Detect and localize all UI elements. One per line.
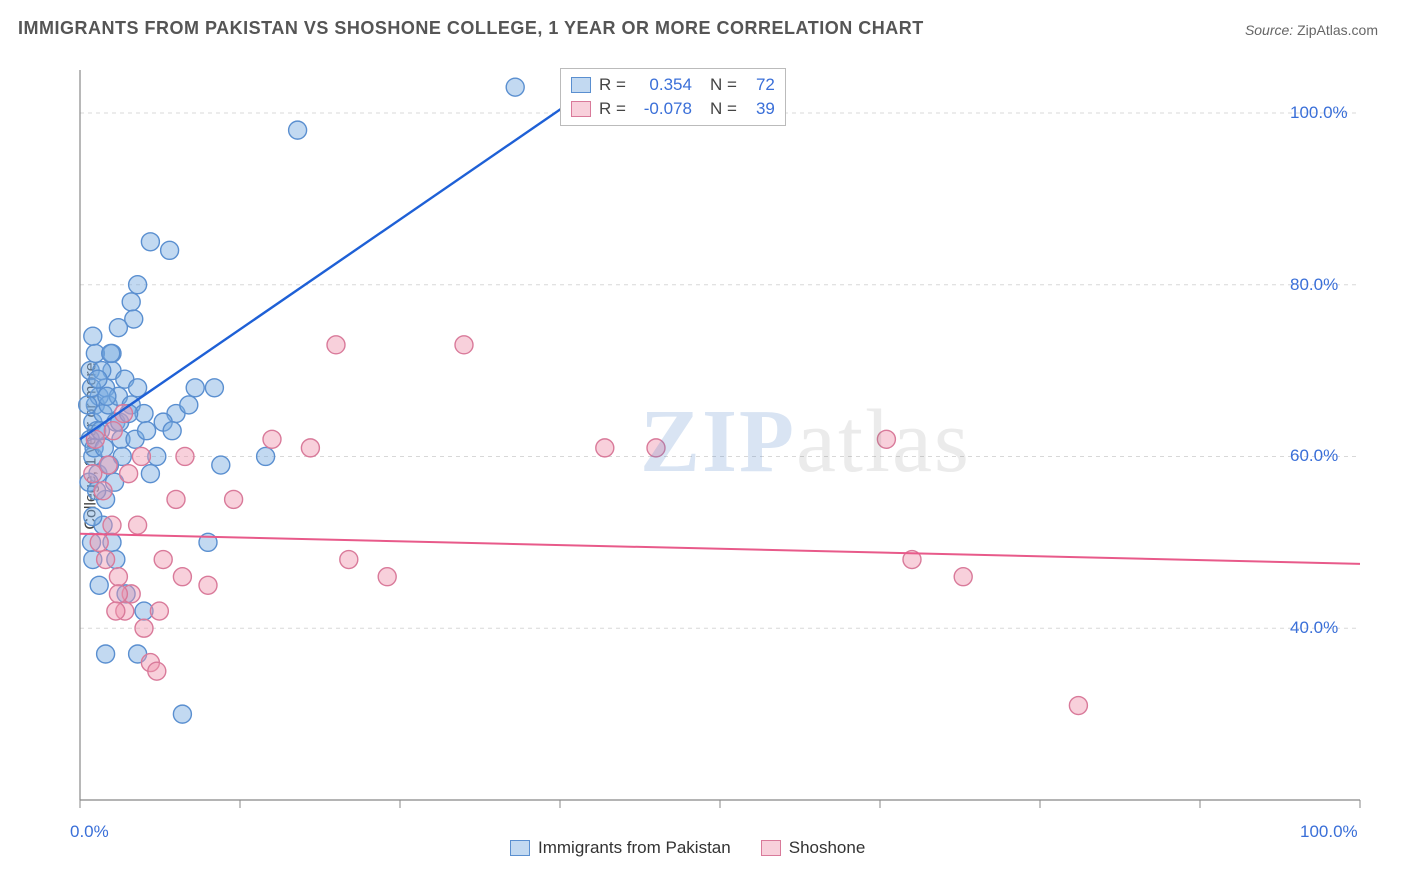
- y-tick-label: 60.0%: [1290, 446, 1338, 466]
- legend-label: Shoshone: [789, 838, 866, 858]
- y-tick-label: 40.0%: [1290, 618, 1338, 638]
- legend-label: Immigrants from Pakistan: [538, 838, 731, 858]
- chart-area: [50, 60, 1370, 820]
- n-value: 39: [745, 99, 775, 119]
- r-value: 0.354: [634, 75, 692, 95]
- legend-swatch: [571, 77, 591, 93]
- x-axis-min-label: 0.0%: [70, 822, 109, 842]
- scatter-chart-svg: [50, 60, 1370, 820]
- legend-swatch: [571, 101, 591, 117]
- r-label: R =: [599, 99, 626, 119]
- legend-swatch: [510, 840, 530, 856]
- n-label: N =: [710, 99, 737, 119]
- y-tick-label: 100.0%: [1290, 103, 1348, 123]
- source-attribution: Source: ZipAtlas.com: [1245, 22, 1378, 38]
- correlation-row: R = 0.354 N = 72: [571, 73, 775, 97]
- legend-item: Immigrants from Pakistan: [510, 838, 731, 858]
- n-value: 72: [745, 75, 775, 95]
- r-label: R =: [599, 75, 626, 95]
- correlation-row: R = -0.078 N = 39: [571, 97, 775, 121]
- source-value: ZipAtlas.com: [1297, 22, 1378, 38]
- r-value: -0.078: [634, 99, 692, 119]
- x-axis-max-label: 100.0%: [1300, 822, 1358, 842]
- legend-item: Shoshone: [761, 838, 866, 858]
- correlation-legend: R = 0.354 N = 72 R = -0.078 N = 39: [560, 68, 786, 126]
- series-legend: Immigrants from Pakistan Shoshone: [510, 838, 865, 858]
- chart-title: IMMIGRANTS FROM PAKISTAN VS SHOSHONE COL…: [18, 18, 924, 39]
- legend-swatch: [761, 840, 781, 856]
- source-label: Source:: [1245, 22, 1293, 38]
- y-tick-label: 80.0%: [1290, 275, 1338, 295]
- n-label: N =: [710, 75, 737, 95]
